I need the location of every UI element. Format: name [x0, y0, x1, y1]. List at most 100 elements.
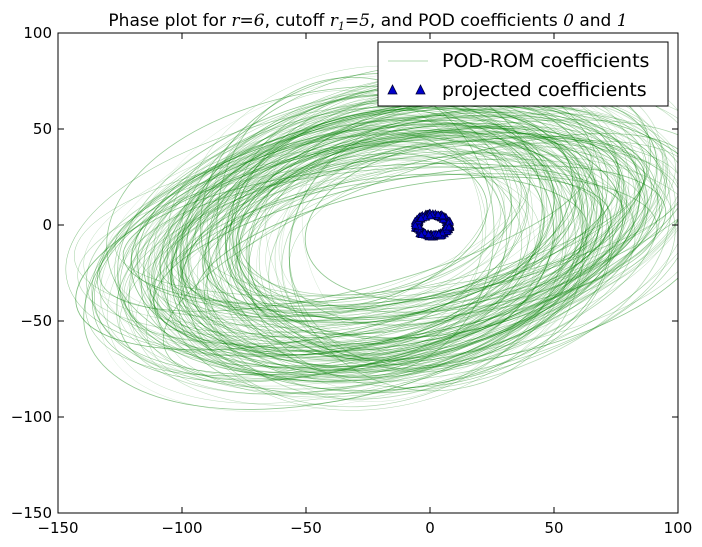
pod-rom-orbit	[167, 104, 592, 395]
projected-coefficient-marker	[426, 211, 435, 220]
pod-rom-orbit	[179, 107, 678, 345]
pod-rom-orbit	[200, 73, 543, 360]
pod-rom-orbit	[91, 114, 661, 390]
x-tick-label: −100	[161, 519, 202, 537]
pod-rom-orbit	[171, 103, 649, 368]
pod-rom-orbits	[65, 63, 678, 413]
pod-rom-orbit	[202, 155, 505, 316]
y-tick-label: −50	[20, 312, 52, 330]
pod-rom-orbit	[288, 152, 595, 326]
pod-rom-orbit	[153, 165, 667, 349]
pod-rom-orbit	[207, 90, 483, 370]
pod-rom-orbit	[149, 140, 678, 334]
pod-rom-orbit	[94, 112, 666, 376]
pod-rom-orbit	[278, 143, 563, 327]
pod-rom-orbit	[226, 125, 624, 339]
pod-rom-orbit	[238, 130, 646, 313]
pod-rom-orbit	[180, 129, 555, 356]
pod-rom-orbit	[225, 109, 554, 362]
pod-rom-orbit	[212, 154, 628, 360]
pod-rom-orbit	[117, 144, 624, 318]
pod-rom-orbit	[153, 90, 658, 373]
pod-rom-orbit	[96, 102, 647, 345]
legend-marker-projected-1	[387, 84, 398, 95]
pod-rom-orbit	[182, 94, 668, 348]
pod-rom-orbit	[186, 137, 559, 324]
pod-rom-orbit	[106, 97, 625, 404]
projected-coefficient-marker	[444, 222, 453, 231]
y-tick-label: −150	[11, 504, 52, 522]
pod-rom-orbit	[206, 113, 613, 380]
pod-rom-orbit	[135, 129, 593, 313]
pod-rom-orbit	[179, 100, 603, 379]
plot-area	[65, 63, 678, 413]
pod-rom-orbit	[201, 173, 589, 319]
pod-rom-orbit	[83, 99, 641, 410]
pod-rom-orbit	[178, 159, 541, 352]
pod-rom-orbit	[152, 125, 583, 384]
pod-rom-orbit	[162, 123, 588, 313]
x-axis: −150 −100 −50 0 50 100	[37, 33, 692, 537]
pod-rom-orbit	[248, 135, 598, 352]
pod-rom-orbit	[159, 137, 645, 304]
pod-rom-orbit	[181, 65, 548, 362]
pod-rom-orbit	[119, 113, 676, 377]
pod-rom-orbit	[116, 111, 636, 395]
pod-rom-orbit	[135, 74, 594, 383]
pod-rom-orbit	[231, 94, 513, 345]
pod-rom-orbit	[166, 157, 530, 343]
pod-rom-orbit	[151, 108, 618, 367]
pod-rom-orbit	[184, 150, 576, 322]
legend-label-projected: projected coefficients	[442, 79, 647, 101]
pod-rom-orbit	[175, 143, 528, 318]
pod-rom-orbit	[125, 122, 598, 387]
pod-rom-orbit	[208, 107, 521, 346]
pod-rom-orbit	[147, 113, 544, 381]
pod-rom-orbit	[216, 76, 495, 378]
pod-rom-orbit	[216, 125, 487, 356]
pod-rom-orbit	[176, 64, 603, 381]
pod-rom-orbit	[163, 69, 637, 382]
pod-rom-orbit	[274, 130, 567, 369]
projected-coefficient-marker	[438, 211, 447, 220]
pod-rom-orbit	[147, 105, 666, 353]
pod-rom-orbit	[128, 93, 599, 406]
plot-frame	[57, 32, 679, 514]
pod-rom-orbit	[177, 146, 527, 353]
pod-rom-orbit	[245, 131, 584, 340]
pod-rom-orbit	[228, 142, 557, 330]
pod-rom-orbit	[230, 115, 592, 393]
pod-rom-orbit	[194, 176, 612, 339]
pod-rom-orbit	[236, 141, 506, 336]
legend-marker-projected-2	[415, 84, 426, 95]
pod-rom-orbit	[205, 117, 493, 317]
pod-rom-orbit	[147, 149, 555, 362]
pod-rom-orbit	[148, 63, 664, 375]
pod-rom-orbit	[188, 72, 620, 378]
pod-rom-orbit	[229, 102, 562, 351]
pod-rom-orbit	[117, 123, 604, 369]
pod-rom-orbit	[75, 127, 620, 351]
pod-rom-orbit	[207, 129, 507, 357]
pod-rom-orbit	[138, 127, 561, 359]
x-tick-label: −150	[37, 519, 78, 537]
pod-rom-orbit	[117, 87, 596, 376]
pod-rom-orbit	[199, 140, 512, 304]
projected-coefficient-marker	[434, 230, 443, 238]
chart-title: Phase plot for r=6, cutoff r1=5, and POD…	[108, 11, 627, 33]
projected-coefficient-marker	[417, 230, 426, 239]
pod-rom-orbit	[234, 152, 557, 325]
pod-rom-orbit	[265, 141, 599, 342]
pod-rom-orbit	[123, 142, 678, 356]
pod-rom-orbit	[161, 134, 598, 362]
pod-rom-orbit	[146, 96, 657, 347]
x-tick-label: 100	[664, 519, 693, 537]
pod-rom-orbit	[246, 131, 631, 326]
pod-rom-orbit	[304, 140, 577, 301]
pod-rom-orbit	[170, 114, 653, 352]
pod-rom-orbit	[153, 109, 591, 362]
x-tick-label: 50	[544, 519, 563, 537]
pod-rom-orbit	[204, 132, 582, 373]
pod-rom-orbit	[119, 99, 678, 395]
pod-rom-orbit	[281, 106, 587, 384]
